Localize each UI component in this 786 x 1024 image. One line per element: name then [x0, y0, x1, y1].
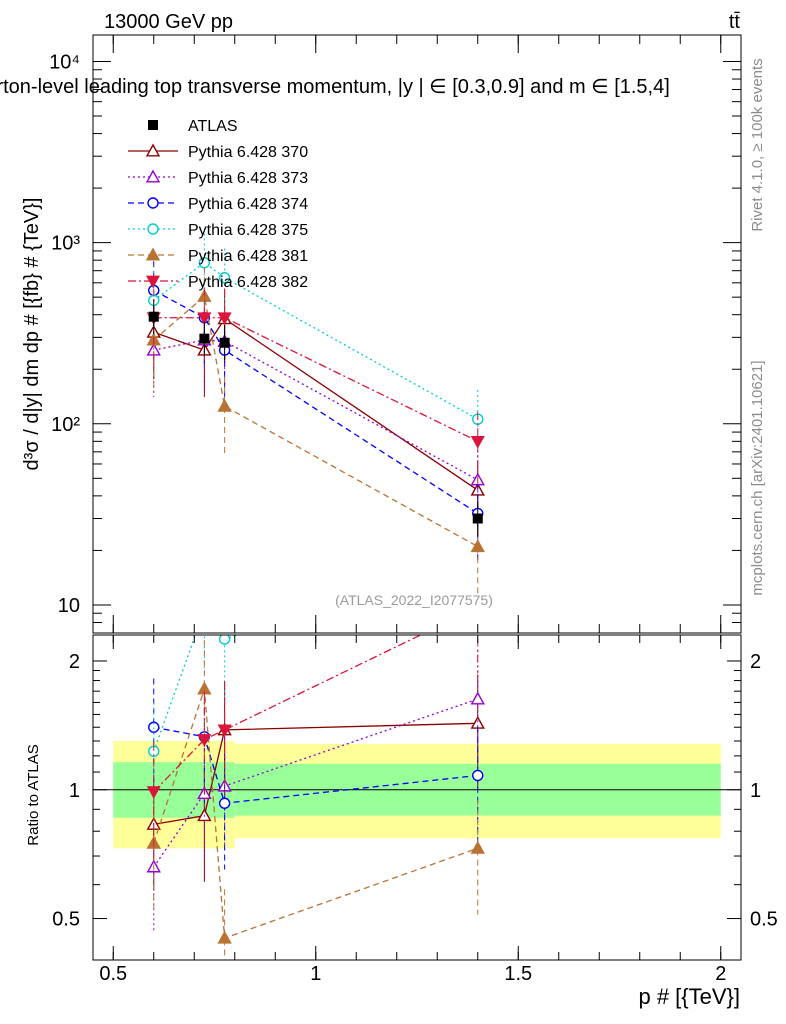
legend-marker-5 [145, 247, 161, 261]
ratio-point-4-3 [470, 840, 485, 854]
rivet-version-text: Rivet 4.1.0, ≥ 100k events [749, 58, 766, 231]
ratio-point-1-3 [470, 691, 485, 705]
ratio-line-0 [153, 722, 478, 826]
legend-label-6: Pythia 6.428 382 [188, 274, 308, 291]
y-axis-label: d³σ / d|y| dm dp # [{fb} # {TeV}] [21, 198, 43, 471]
ratio-tick-label-left-1: 1 [69, 780, 80, 802]
analysis-id: (ATLAS_2022_I2077575) [335, 592, 493, 608]
main-frame [92, 34, 742, 634]
ratio-line-3 [153, 635, 240, 752]
ratio-frame [92, 634, 742, 961]
series-line-2 [153, 289, 479, 514]
ratio-point-2-3 [472, 769, 484, 782]
ratio-tick-label-right-0: 0.5 [750, 909, 778, 931]
mcplots-text: mcplots.cern.ch [arXiv:2401.10621] [749, 360, 766, 595]
atlas-point-0 [148, 311, 159, 322]
ratio-series-group [146, 605, 485, 960]
ratio-point-2-0 [148, 721, 160, 733]
legend-marker-4 [147, 223, 159, 235]
y-tick-label-0: 10 [58, 595, 80, 617]
legend-label-0: ATLAS [188, 118, 238, 135]
energy-label: 13000 GeV pp [104, 11, 233, 33]
axes-group: 0.5 1 1.5 2 10 10² 10³ 10⁴ 0.5 0.5 1 1 2 2 [49, 35, 778, 985]
ratio-line-2 [153, 726, 478, 804]
ratio-axis-label: Ratio to ATLAS [25, 744, 42, 845]
ratio-tick-label-left-0: 0.5 [52, 909, 80, 931]
ratio-tick-label-left-2: 2 [69, 651, 80, 673]
series-point-5-1 [197, 312, 212, 325]
series-line-5 [153, 317, 479, 442]
main-series-group [146, 233, 485, 594]
series-point-4-3 [470, 539, 485, 553]
ratio-point-4-2 [217, 930, 232, 944]
legend-marker-6 [145, 275, 161, 289]
ratio-point-3-1 [199, 605, 209, 615]
atlas-point-2 [219, 337, 230, 348]
legend-marker-0 [148, 120, 158, 130]
series-line-0 [153, 317, 479, 491]
legend-marker-2 [145, 169, 161, 183]
legend-label-4: Pythia 6.428 375 [188, 222, 308, 239]
legend-marker-1 [145, 143, 161, 157]
ratio-point-5-1 [197, 734, 212, 747]
x-tick-label-1: 1 [310, 963, 321, 985]
uncertainty-bands [93, 741, 741, 849]
y-tick-label-1: 10² [51, 414, 80, 436]
ratio-point-3-2 [218, 635, 231, 645]
series-line-3 [153, 261, 479, 420]
ratio-line-5 [153, 635, 423, 793]
x-tick-label-2: 1.5 [504, 963, 532, 985]
chart-title: Parton-level leading top transverse mome… [0, 76, 670, 98]
atlas-point-1 [199, 333, 210, 344]
ratio-point-2-2 [218, 797, 231, 809]
legend-marker-3 [147, 197, 159, 209]
series-line-4 [153, 295, 479, 548]
legend-label-3: Pythia 6.428 374 [188, 196, 308, 213]
series-line-1 [153, 339, 479, 481]
atlas-point-3 [472, 513, 483, 524]
x-tick-label-3: 2 [715, 963, 726, 985]
ratio-tick-label-right-2: 2 [750, 651, 761, 673]
ratio-tick-label-right-1: 1 [750, 780, 761, 802]
legend: ATLAS Pythia 6.428 370 Pythia 6.428 373 Pyt… [128, 118, 308, 291]
series-point-4-2 [217, 398, 232, 412]
y-tick-label-2: 10³ [51, 233, 80, 255]
process-label: tt̄ [729, 11, 741, 33]
series-point-3-2 [218, 272, 231, 284]
series-point-5-3 [470, 435, 485, 449]
y-tick-label-3: 10⁴ [49, 51, 80, 73]
x-axis-label: p # [{TeV}] [638, 984, 740, 1009]
legend-label-1: Pythia 6.428 370 [188, 144, 308, 161]
x-tick-label-0: 0.5 [99, 963, 127, 985]
series-point-5-2 [217, 312, 232, 325]
legend-label-5: Pythia 6.428 381 [188, 248, 308, 265]
ratio-point-5-2 [217, 724, 232, 738]
legend-label-2: Pythia 6.428 373 [188, 170, 308, 187]
ratio-point-5-0 [146, 786, 161, 799]
